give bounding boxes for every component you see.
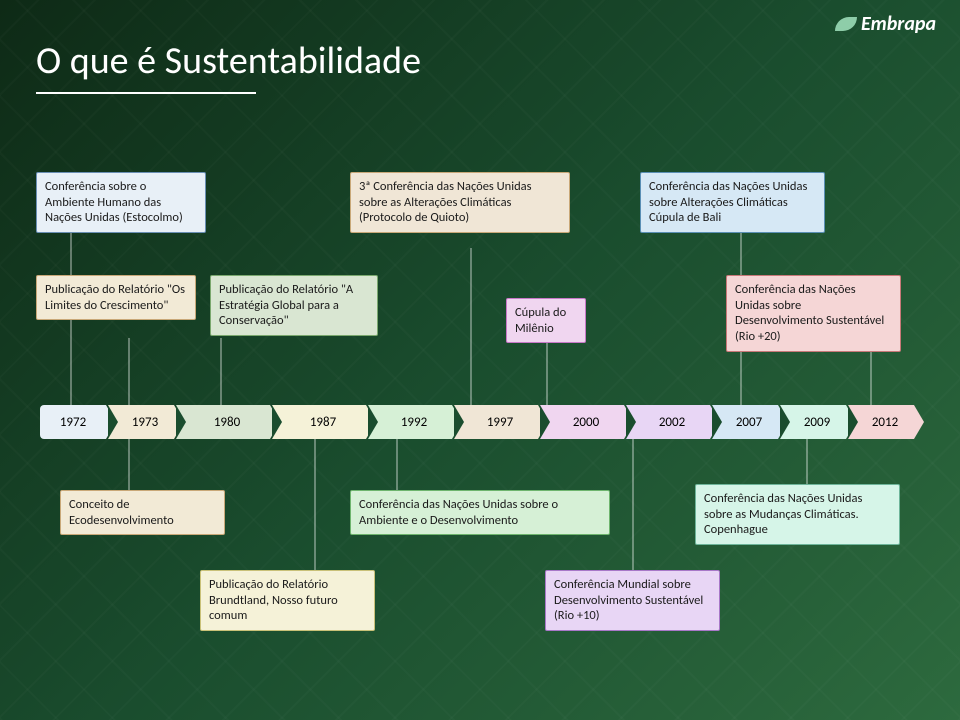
connector xyxy=(806,439,808,484)
event-box-b9: Conferência das Nações Unidas sobre o Am… xyxy=(350,490,610,535)
page-title: O que é Sustentabilidade xyxy=(36,38,421,84)
title-underline xyxy=(36,92,256,94)
timeline-year-1992: 1992 xyxy=(368,405,452,439)
connector xyxy=(220,338,222,405)
timeline-year-2000: 2000 xyxy=(540,405,624,439)
event-box-b8: Conceito de Ecodesenvolvimento xyxy=(60,490,225,535)
connector xyxy=(314,439,316,570)
leaf-icon xyxy=(835,17,857,31)
timeline-year-1972: 1972 xyxy=(40,405,106,439)
connector xyxy=(128,439,130,490)
event-box-b11: Publicação do Relatório Brundtland, Noss… xyxy=(200,570,375,631)
timeline-year-1987: 1987 xyxy=(272,405,366,439)
connector xyxy=(632,439,634,570)
event-box-b2: 3ª Conferência das Nações Unidas sobre a… xyxy=(350,172,570,233)
timeline-year-2009: 2009 xyxy=(780,405,846,439)
timeline-year-1997: 1997 xyxy=(454,405,538,439)
connector xyxy=(546,334,548,405)
logo-text: Embrapa xyxy=(861,12,936,36)
connector xyxy=(470,248,472,405)
timeline: 1972197319801987199219972000200220072009… xyxy=(40,405,924,439)
event-box-b3: Conferência das Nações Unidas sobre Alte… xyxy=(640,172,825,233)
event-box-b1: Conferência sobre o Ambiente Humano das … xyxy=(36,172,206,233)
event-box-b10: Conferência das Nações Unidas sobre as M… xyxy=(695,484,900,545)
logo: Embrapa xyxy=(835,12,936,36)
event-box-b5: Publicação do Relatório "A Estratégia Gl… xyxy=(210,275,378,336)
event-box-b12: Conferência Mundial sobre Desenvolviment… xyxy=(545,570,720,631)
connector xyxy=(870,352,872,405)
timeline-year-2007: 2007 xyxy=(712,405,778,439)
timeline-year-2012: 2012 xyxy=(848,405,914,439)
timeline-year-2002: 2002 xyxy=(626,405,710,439)
connector xyxy=(128,338,130,405)
connector xyxy=(396,439,398,490)
timeline-year-1980: 1980 xyxy=(176,405,270,439)
event-box-b4: Publicação do Relatório "Os Limites do C… xyxy=(36,275,196,320)
event-box-b7: Conferência das Nações Unidas sobre Dese… xyxy=(726,275,901,352)
event-box-b6: Cúpula do Milênio xyxy=(506,298,586,343)
timeline-year-1973: 1973 xyxy=(108,405,174,439)
